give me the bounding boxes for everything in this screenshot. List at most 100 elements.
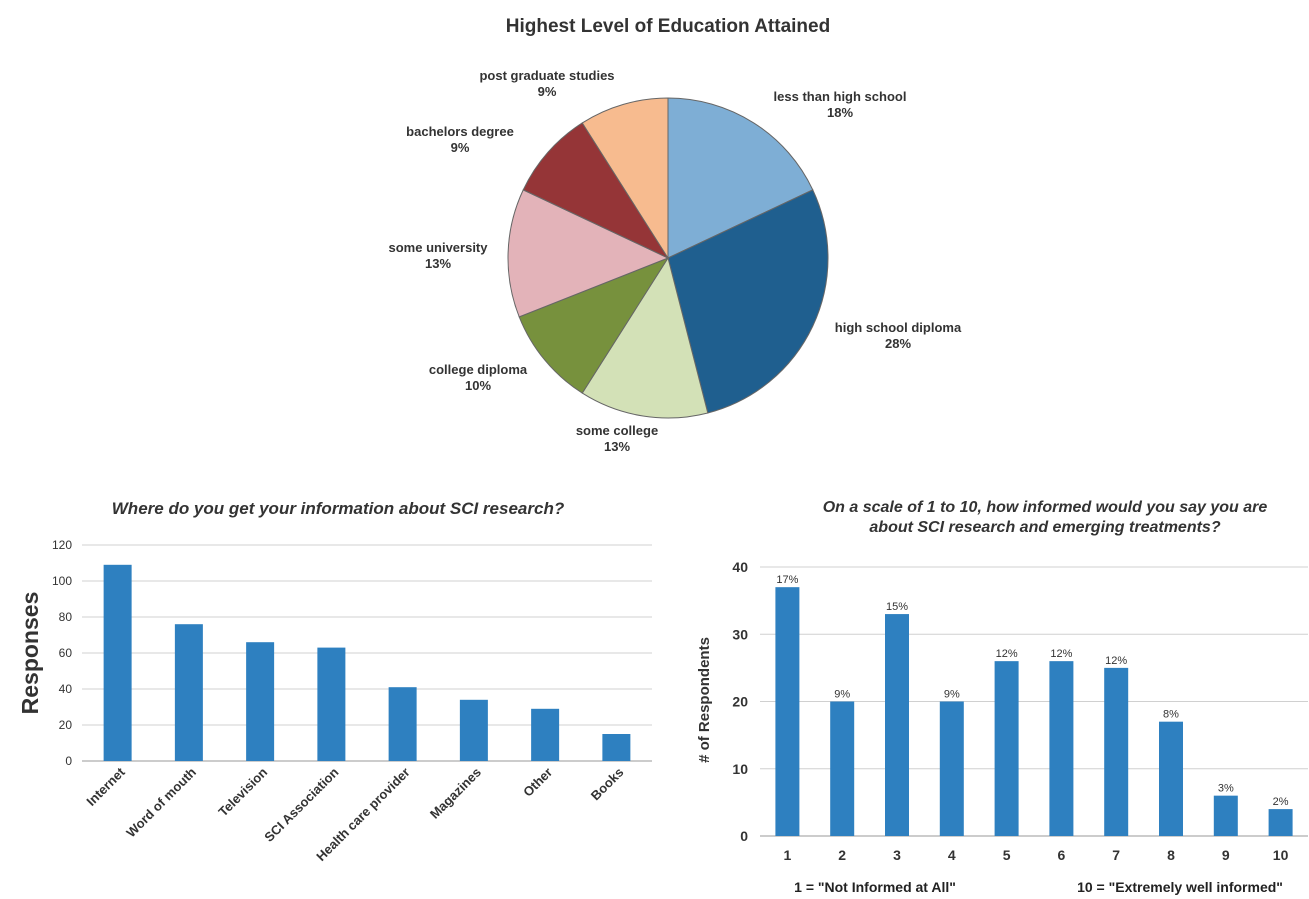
pie-label-college-diploma: college diploma: [429, 362, 528, 377]
bar1-xtick-books: Books: [588, 765, 627, 804]
bar2-bars: [775, 587, 1293, 836]
pie-slices: [507, 97, 829, 419]
bar1-ytick-60: 60: [59, 646, 73, 660]
bar2-bar-5: [994, 661, 1019, 836]
bar2-bar-9: [1213, 795, 1238, 836]
bar2-data-label-10: 2%: [1273, 796, 1289, 808]
bar1-title: Where do you get your information about …: [112, 499, 565, 518]
bar1-y-ticks: 0 20 40 60 80 100 120: [52, 538, 72, 768]
bar2-data-label-8: 8%: [1163, 709, 1179, 721]
bar1-bars: [103, 564, 631, 761]
bar1-ytick-100: 100: [52, 574, 72, 588]
bar1-bar-sci-association: [317, 647, 346, 761]
bar2-bar-7: [1104, 667, 1129, 836]
bar1-ytick-80: 80: [59, 610, 73, 624]
pie-percent-post-graduate-studies: 9%: [538, 84, 557, 99]
bar1-xtick-internet: Internet: [83, 764, 128, 809]
bar2-ytick-40: 40: [732, 559, 748, 575]
bar2-xtick-5: 5: [1003, 847, 1011, 863]
bar1-xtick-other: Other: [520, 765, 555, 800]
informed-bar-chart: On a scale of 1 to 10, how informed woul…: [696, 499, 1308, 895]
bar2-bar-4: [939, 701, 964, 836]
pie-label-less-than-high-school: less than high school: [774, 89, 907, 104]
bar2-xtick-9: 9: [1222, 847, 1230, 863]
bar1-gridlines: [82, 544, 652, 762]
bar1-xtick-television: Television: [215, 764, 270, 819]
bar1-ylabel: Responses: [17, 592, 43, 715]
bar2-x-ticks: 1 2 3 4 5 6 7 8 9 10: [784, 847, 1289, 863]
bar2-xtick-3: 3: [893, 847, 901, 863]
bar2-data-label-1: 17%: [776, 574, 798, 586]
bar2-xtick-1: 1: [784, 847, 792, 863]
bar2-data-label-6: 12%: [1050, 648, 1072, 660]
pie-label-some-college: some college: [576, 423, 658, 438]
bar2-title-line-2: about SCI research and emerging treatmen…: [869, 519, 1220, 536]
pie-percent-college-diploma: 10%: [465, 378, 491, 393]
bar2-y-ticks: 0 10 20 30 40: [732, 559, 748, 844]
pie-percent-some-university: 13%: [425, 256, 451, 271]
bar2-data-label-9: 3%: [1218, 783, 1234, 795]
pie-percent-some-college: 13%: [604, 439, 630, 454]
pie-chart: Highest Level of Education Attained less…: [389, 16, 962, 454]
bar1-ytick-0: 0: [65, 754, 72, 768]
bar2-xtick-7: 7: [1112, 847, 1120, 863]
pie-label-bachelors-degree: bachelors degree: [406, 124, 514, 139]
bar1-bar-television: [246, 642, 275, 761]
bar2-note-right: 10 = "Extremely well informed": [1077, 879, 1283, 895]
bar2-bar-6: [1049, 661, 1074, 836]
bar2-bar-8: [1159, 721, 1183, 836]
bar2-ylabel: # of Respondents: [696, 637, 713, 763]
bar2-bar-3: [885, 614, 909, 836]
bar2-ytick-10: 10: [732, 761, 748, 777]
bar1-bar-word-of-mouth: [174, 624, 203, 761]
bar2-xtick-8: 8: [1167, 847, 1175, 863]
bar2-title-line-1: On a scale of 1 to 10, how informed woul…: [823, 499, 1268, 516]
pie-label-post-graduate-studies: post graduate studies: [479, 68, 614, 83]
bar1-bar-health-care-provider: [388, 687, 417, 761]
bar2-bar-2: [830, 701, 855, 836]
bar1-ytick-40: 40: [59, 682, 73, 696]
bar2-note-left: 1 = "Not Informed at All": [794, 879, 956, 895]
bar2-data-label-3: 15%: [886, 601, 908, 613]
pie-label-high-school-diploma: high school diploma: [835, 320, 962, 335]
bar1-bar-magazines: [459, 699, 488, 761]
bar2-data-label-4: 9%: [944, 689, 960, 701]
bar2-ytick-0: 0: [740, 828, 748, 844]
bar1-xtick-magazines: Magazines: [427, 765, 484, 822]
pie-slice-high-school-diploma: [667, 189, 829, 414]
bar1-xtick-word-of-mouth: Word of mouth: [123, 764, 199, 840]
bar2-xtick-4: 4: [948, 847, 956, 863]
pie-title: Highest Level of Education Attained: [506, 16, 830, 37]
bar1-bar-internet: [103, 564, 132, 761]
bar1-ytick-120: 120: [52, 538, 72, 552]
bar2-bar-1: [775, 587, 800, 836]
pie-slice-less-than-high-school: [667, 97, 814, 259]
bar2-xtick-2: 2: [838, 847, 846, 863]
bar2-data-label-7: 12%: [1105, 655, 1127, 667]
bar1-ytick-20: 20: [59, 718, 73, 732]
bar1-bar-books: [602, 734, 631, 761]
bar2-data-label-5: 12%: [996, 648, 1018, 660]
pie-slice-college-diploma: [518, 256, 670, 394]
bar1-bar-other: [531, 708, 560, 761]
pie-slice-post-graduate-studies: [581, 97, 669, 260]
bar2-ytick-20: 20: [732, 694, 748, 710]
pie-slice-bachelors-degree: [522, 122, 670, 260]
bar2-data-labels: 17% 9% 15% 9% 12% 12% 12% 8% 3% 2%: [776, 574, 1288, 808]
pie-percent-less-than-high-school: 18%: [827, 105, 853, 120]
bar2-xtick-6: 6: [1058, 847, 1066, 863]
pie-slice-some-college: [581, 256, 709, 419]
sources-bar-chart: Where do you get your information about …: [17, 499, 652, 864]
pie-percent-high-school-diploma: 28%: [885, 336, 911, 351]
bar1-xtick-sci-association: SCI Association: [261, 764, 341, 844]
bar2-xtick-10: 10: [1273, 847, 1289, 863]
pie-label-some-university: some university: [389, 240, 489, 255]
bar2-bar-10: [1268, 809, 1293, 836]
bar2-data-label-2: 9%: [834, 689, 850, 701]
pie-slice-some-university: [507, 189, 670, 318]
bar2-ytick-30: 30: [732, 626, 748, 642]
pie-percent-bachelors-degree: 9%: [451, 140, 470, 155]
